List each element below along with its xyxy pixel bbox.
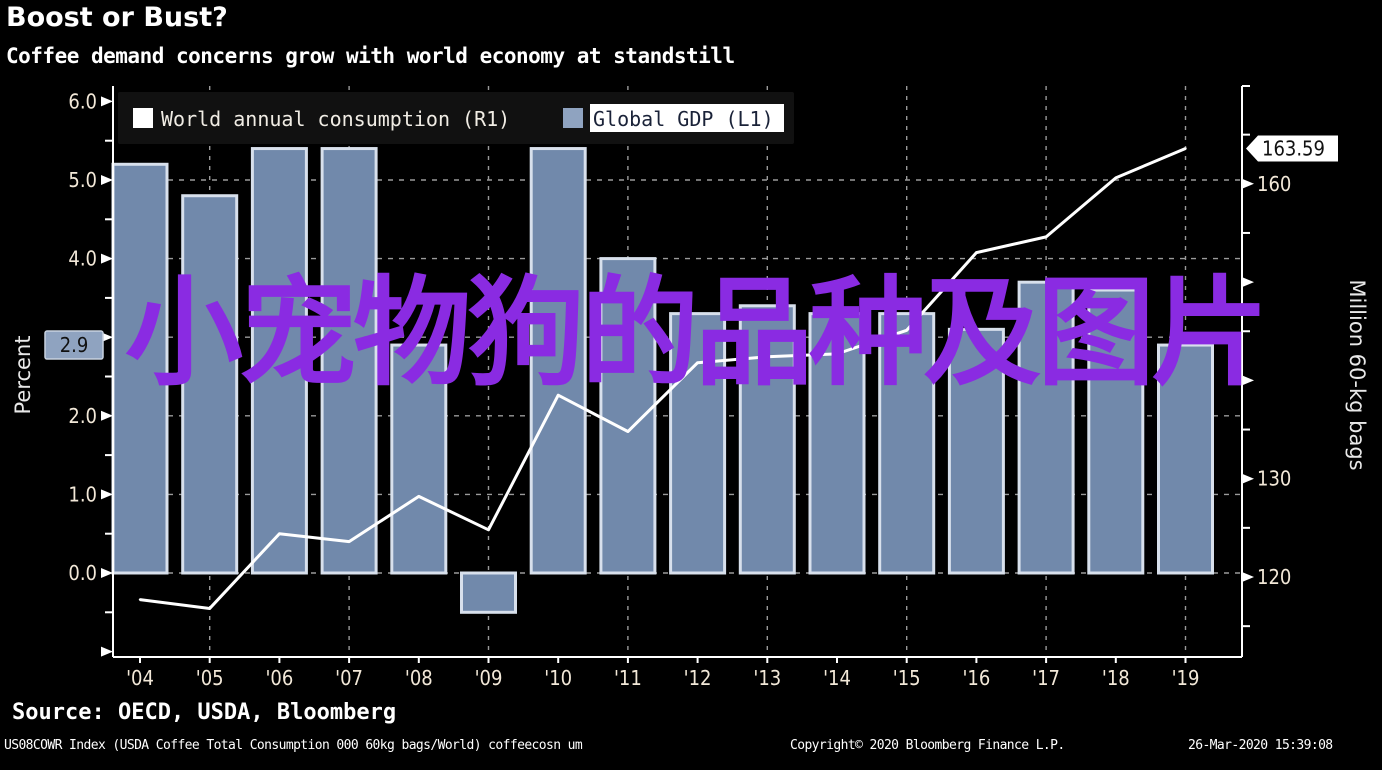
gdp-bar bbox=[250, 147, 308, 575]
gdp-bar bbox=[1087, 288, 1145, 575]
gdp-bar bbox=[111, 162, 169, 575]
right-major-tick bbox=[1242, 572, 1254, 582]
x-tick-label: '18 bbox=[1102, 666, 1130, 690]
gdp-bar bbox=[878, 312, 936, 575]
right-last-value-label: 163.59 bbox=[1262, 137, 1325, 161]
axes: 0.0 1.0 2.0 4.0 5.0 6.0 Percent 2.9 120 130 160 Mil… bbox=[11, 85, 1369, 690]
left-tick-label: 6.0 bbox=[68, 89, 97, 113]
left-major-tick bbox=[101, 332, 113, 343]
x-tick-label: '19 bbox=[1172, 666, 1200, 690]
left-tick-label: 4.0 bbox=[68, 247, 97, 271]
source-note: Source: OECD, USDA, Bloomberg bbox=[12, 700, 397, 725]
left-major-tick bbox=[101, 568, 113, 578]
consumption-point bbox=[1184, 147, 1187, 150]
x-tick-label: '09 bbox=[475, 666, 503, 690]
consumption-point bbox=[487, 528, 490, 532]
consumption-point bbox=[557, 393, 560, 397]
right-tick-label: 160 bbox=[1257, 172, 1291, 196]
right-tick-label: 130 bbox=[1257, 467, 1291, 491]
chart-title: Boost or Bust? bbox=[6, 2, 228, 33]
gdp-bar bbox=[1017, 280, 1075, 575]
x-tick-label: '10 bbox=[544, 666, 572, 690]
legend-highlight bbox=[590, 104, 784, 132]
legend-swatch-consumption bbox=[133, 108, 153, 128]
right-major-tick bbox=[1242, 178, 1254, 189]
right-tick-label: 120 bbox=[1257, 565, 1291, 589]
x-tick-label: '15 bbox=[893, 666, 921, 690]
left-major-tick bbox=[101, 253, 113, 264]
consumption-point bbox=[905, 329, 908, 332]
right-major-tick bbox=[1242, 375, 1254, 386]
x-tick-label: '04 bbox=[126, 666, 154, 690]
left-axis-title: Percent bbox=[11, 335, 35, 414]
consumption-point bbox=[417, 495, 420, 498]
gdp-bars bbox=[111, 147, 1214, 614]
chart-subtitle: Coffee demand concerns grow with world e… bbox=[6, 44, 735, 68]
consumption-point bbox=[1114, 176, 1118, 180]
chart-canvas: 0.0 1.0 2.0 4.0 5.0 6.0 Percent 2.9 120 130 160 Mil… bbox=[11, 85, 1369, 690]
x-tick-label: '14 bbox=[823, 666, 851, 690]
consumption-point bbox=[975, 251, 978, 254]
consumption-point bbox=[278, 532, 281, 535]
left-tick-label: 0.0 bbox=[68, 561, 97, 585]
right-axis-title: Million 60-kg bags bbox=[1345, 279, 1369, 470]
gdp-bar bbox=[808, 312, 866, 575]
right-major-tick bbox=[1242, 473, 1254, 484]
consumption-point bbox=[766, 355, 769, 359]
gdp-bar bbox=[181, 194, 239, 575]
consumption-point bbox=[208, 607, 211, 610]
consumption-point bbox=[696, 361, 699, 364]
consumption-point bbox=[1044, 235, 1048, 239]
left-major-tick bbox=[101, 410, 113, 421]
x-tick-label: '11 bbox=[614, 666, 642, 690]
x-tick-label: '16 bbox=[962, 666, 990, 690]
x-tick-label: '05 bbox=[196, 666, 224, 690]
gdp-bar bbox=[460, 571, 517, 614]
consumption-point bbox=[347, 540, 351, 543]
right-last-value-badge bbox=[1246, 135, 1338, 162]
x-tick-label: '13 bbox=[753, 666, 781, 690]
right-major-tick bbox=[1242, 277, 1254, 288]
left-major-tick bbox=[101, 489, 113, 500]
left-tick-label: 2.0 bbox=[68, 404, 97, 428]
x-tick-label: '17 bbox=[1032, 666, 1060, 690]
copyright-note: Copyright© 2020 Bloomberg Finance L.P. bbox=[790, 738, 1065, 753]
left-tick-label: 5.0 bbox=[68, 168, 97, 192]
left-last-value-label: 2.9 bbox=[60, 333, 89, 357]
left-tick-label: 1.0 bbox=[68, 482, 97, 506]
index-note: US08COWR Index (USDA Coffee Total Consum… bbox=[4, 738, 583, 753]
consumption-point bbox=[138, 598, 142, 601]
gdp-bar bbox=[947, 327, 1005, 575]
left-major-tick bbox=[101, 646, 113, 657]
gdp-bar bbox=[599, 257, 657, 575]
legend: World annual consumption (R1) Global GDP … bbox=[118, 92, 794, 144]
left-last-value-badge bbox=[44, 330, 104, 360]
x-tick-label: '08 bbox=[405, 666, 433, 690]
gdp-bar bbox=[390, 343, 448, 575]
gdp-bar bbox=[669, 312, 727, 575]
consumption-line-group bbox=[138, 147, 1187, 610]
left-major-tick bbox=[101, 96, 113, 107]
gdp-bar bbox=[529, 147, 587, 575]
x-tick-label: '12 bbox=[684, 666, 712, 690]
consumption-point bbox=[835, 352, 839, 356]
x-tick-label: '06 bbox=[265, 666, 293, 690]
consumption-line bbox=[139, 147, 1187, 610]
x-tick-label: '07 bbox=[335, 666, 363, 690]
consumption-point bbox=[626, 430, 630, 433]
timestamp: 26-Mar-2020 15:39:08 bbox=[1188, 738, 1333, 753]
left-major-tick bbox=[101, 175, 113, 185]
gdp-bar bbox=[320, 147, 378, 575]
legend-swatch-gdp bbox=[563, 108, 583, 128]
legend-label-consumption: World annual consumption (R1) bbox=[161, 107, 510, 131]
legend-label-gdp: Global GDP (L1) bbox=[593, 107, 774, 131]
gdp-bar bbox=[1157, 343, 1214, 575]
gdp-bar bbox=[738, 304, 796, 575]
